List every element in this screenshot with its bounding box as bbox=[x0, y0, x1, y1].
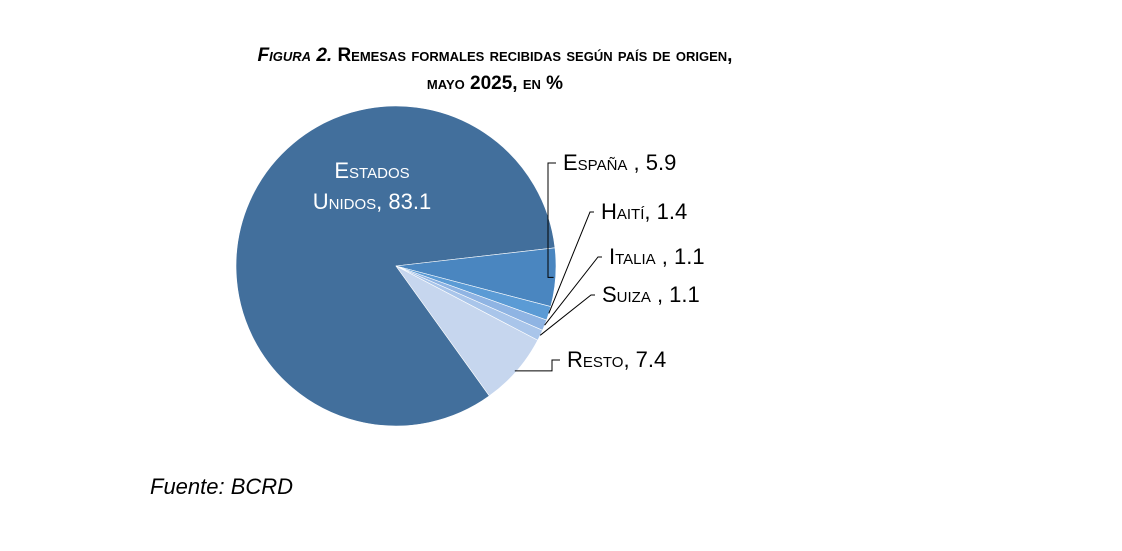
source-note: Fuente: BCRD bbox=[150, 474, 294, 499]
data-label-haiti: Haití, 1.4 bbox=[601, 199, 687, 224]
chart-title: Figura 2. Remesas formales recibidas seg… bbox=[0, 42, 990, 98]
leader-line-haiti bbox=[548, 211, 594, 314]
title-line-1: Remesas formales recibidas según país de… bbox=[337, 45, 733, 66]
data-label-resto: Resto, 7.4 bbox=[567, 347, 666, 372]
data-label-estados-unidos-line-1: Estados bbox=[334, 158, 409, 183]
data-label-estados-unidos-line-2: Unidos, 83.1 bbox=[313, 189, 431, 214]
pie-slice-estados-unidos bbox=[235, 105, 556, 427]
title-line-2: mayo 2025, en % bbox=[426, 73, 564, 94]
data-label-suiza: Suiza , 1.1 bbox=[602, 282, 700, 307]
figure-number: Figura 2. bbox=[257, 45, 333, 66]
leader-line-espana bbox=[547, 162, 556, 278]
leader-line-italia bbox=[544, 256, 602, 326]
data-label-espana: España , 5.9 bbox=[563, 150, 676, 175]
data-label-italia: Italia , 1.1 bbox=[609, 244, 705, 269]
leader-line-resto bbox=[514, 359, 560, 372]
leader-line-suiza bbox=[539, 294, 595, 336]
